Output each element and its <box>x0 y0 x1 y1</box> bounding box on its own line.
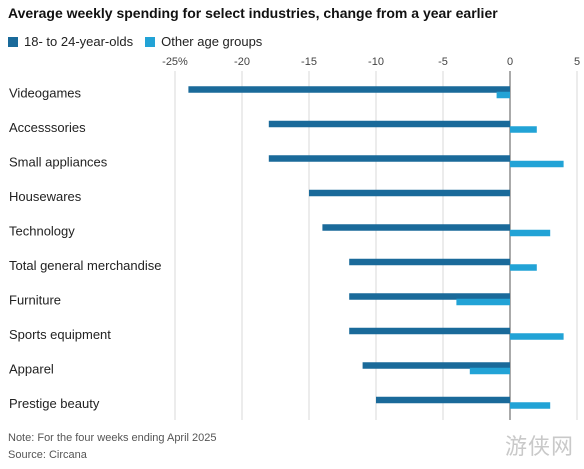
bar-other-age-groups <box>510 333 564 340</box>
legend-swatch-other <box>145 36 156 47</box>
footnote-source: Source: Circana <box>8 449 87 461</box>
bar-18-24 <box>268 120 510 128</box>
bar-18-24 <box>362 362 510 369</box>
category-label: Housewares <box>9 189 82 204</box>
bar-chart: -25% -20 -15 -10 -5 0 5 Videogames Accesssories S… <box>9 56 580 420</box>
bar-other-age-groups <box>510 126 537 133</box>
bar-18-24 <box>376 396 510 404</box>
legend-swatch-18-24 <box>8 36 18 47</box>
legend-label-other: Other age groups <box>161 34 263 49</box>
category-label: Total general merchandise <box>9 258 161 273</box>
bar-18-24 <box>349 258 510 266</box>
bar-other-age-groups <box>510 264 537 271</box>
legend-label-18-24: 18- to 24-year-olds <box>24 34 134 49</box>
bar-18-24 <box>349 327 510 335</box>
bar-other-age-groups <box>510 160 564 168</box>
bar-other-age-groups <box>496 91 510 99</box>
x-tick-label: -5 <box>438 56 448 68</box>
bar-other-age-groups <box>456 298 510 306</box>
category-label: Small appliances <box>9 154 108 169</box>
x-tick-label: 0 <box>507 56 513 68</box>
legend-item-18-24: 18- to 24-year-olds <box>8 34 133 49</box>
bar-18-24 <box>188 86 510 93</box>
footnote-note: Note: For the four weeks ending April 20… <box>8 432 217 444</box>
bar-18-24 <box>322 224 510 231</box>
category-label: Apparel <box>9 361 54 376</box>
x-tick-label: -10 <box>368 56 384 68</box>
x-tick-label: -15 <box>301 56 317 68</box>
category-label: Sports equipment <box>9 327 111 342</box>
watermark: 游侠网 <box>504 435 574 460</box>
legend: 18- to 24-year-olds Other age groups <box>8 34 274 49</box>
bar-18-24 <box>349 293 510 300</box>
x-tick-label: -25% <box>162 56 188 68</box>
bar-other-age-groups <box>510 229 551 237</box>
x-tick-label: 5 <box>574 56 580 68</box>
chart-title: Average weekly spending for select indus… <box>8 5 498 21</box>
x-tick-label: -20 <box>234 56 250 68</box>
legend-item-other: Other age groups <box>145 34 262 49</box>
bar-18-24 <box>309 189 510 197</box>
category-label: Technology <box>9 223 75 238</box>
category-label: Furniture <box>9 292 61 307</box>
category-label: Prestige beauty <box>9 396 100 411</box>
bar-other-age-groups <box>510 402 551 409</box>
category-label: Videogames <box>9 85 82 100</box>
category-label: Accesssories <box>9 120 86 135</box>
bar-other-age-groups <box>469 367 510 375</box>
bar-18-24 <box>268 155 510 162</box>
